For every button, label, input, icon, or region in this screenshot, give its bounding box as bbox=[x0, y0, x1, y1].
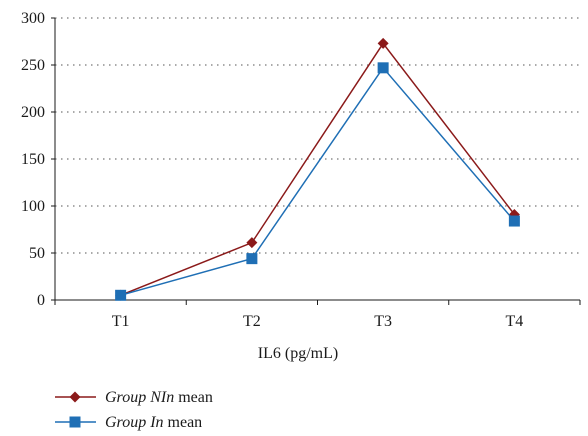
series-line bbox=[120, 66, 515, 297]
legend-item: Group In mean bbox=[55, 414, 202, 431]
x-axis-title: IL6 (pg/mL) bbox=[258, 345, 338, 362]
y-tick-label: 0 bbox=[37, 292, 45, 309]
gridlines bbox=[55, 17, 580, 254]
series-2 bbox=[115, 62, 520, 301]
legend-swatch-marker bbox=[69, 391, 81, 403]
series bbox=[115, 37, 520, 301]
data-point bbox=[115, 289, 127, 301]
data-point bbox=[377, 37, 389, 49]
y-tick-label: 250 bbox=[21, 57, 45, 74]
legend-swatch-marker bbox=[69, 416, 81, 428]
legend-label: Group In mean bbox=[105, 414, 202, 431]
y-tick-labels: 0 50 100 150 200 250 300 bbox=[21, 10, 55, 309]
series-1 bbox=[115, 37, 520, 301]
x-tick-labels: T1 T2 T3 T4 bbox=[54, 300, 581, 330]
y-tick-label: 300 bbox=[21, 10, 45, 27]
y-tick-label: 100 bbox=[21, 198, 45, 215]
y-tick-label: 200 bbox=[21, 104, 45, 121]
x-tick-label: T3 bbox=[374, 313, 392, 330]
legend-label: Group NIn mean bbox=[105, 389, 213, 406]
y-tick-label: 150 bbox=[21, 151, 45, 168]
data-point bbox=[377, 62, 389, 74]
data-point bbox=[246, 237, 258, 249]
legend: Group NIn mean Group In mean bbox=[55, 389, 213, 431]
x-tick-label: T4 bbox=[505, 313, 523, 330]
x-tick-label: T2 bbox=[243, 313, 261, 330]
x-tick-label: T1 bbox=[112, 313, 130, 330]
data-point bbox=[246, 253, 258, 265]
legend-item: Group NIn mean bbox=[55, 389, 213, 406]
data-point bbox=[508, 215, 520, 227]
y-tick-label: 50 bbox=[29, 245, 45, 262]
series-line bbox=[120, 42, 515, 296]
